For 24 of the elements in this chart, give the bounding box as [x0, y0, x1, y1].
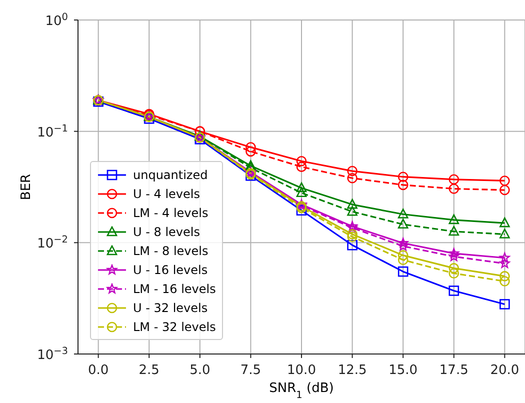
- x-tick-label: 17.5: [439, 363, 468, 378]
- x-axis-title: SNR$_{1}$ (dB): [269, 381, 334, 400]
- x-tick-label: 7.5: [240, 363, 262, 378]
- x-tick-label: 10.0: [287, 363, 316, 378]
- x-tick-label: 2.5: [138, 363, 160, 378]
- x-tick-label: 20.0: [490, 363, 520, 378]
- legend-label: LM - 8 levels: [133, 244, 208, 258]
- x-tick-label: 0.0: [88, 363, 109, 378]
- y-tick-label: 10$^{−1}$: [37, 122, 68, 140]
- x-tick-label: 5.0: [190, 363, 210, 378]
- y-tick-label: 10$^{−2}$: [37, 234, 68, 252]
- legend-label: unquantized: [133, 168, 208, 182]
- y-tick-label: 10$^{−3}$: [37, 346, 68, 363]
- legend-label: U - 8 levels: [133, 224, 200, 238]
- legend-label: LM - 32 levels: [133, 320, 216, 334]
- legend-label: U - 32 levels: [133, 300, 208, 314]
- x-tick-label: 12.5: [338, 363, 367, 378]
- y-tick-label: 10$^{0}$: [45, 12, 68, 29]
- legend-label: U - 4 levels: [133, 186, 200, 200]
- legend-label: LM - 4 levels: [133, 206, 208, 220]
- legend-label: LM - 16 levels: [133, 282, 216, 296]
- y-axis-title: BER: [19, 174, 34, 200]
- x-tick-label: 15.0: [388, 363, 418, 378]
- legend-label: U - 16 levels: [133, 262, 208, 276]
